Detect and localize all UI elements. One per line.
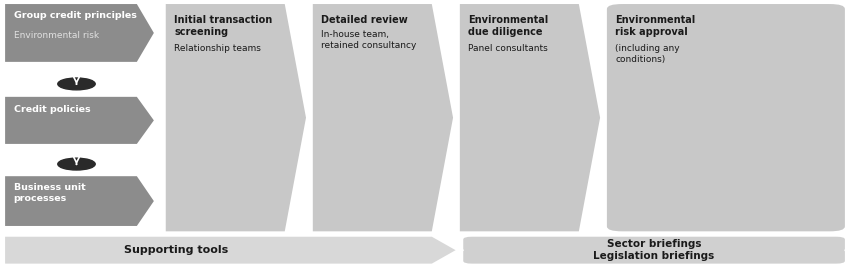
Text: Relationship teams: Relationship teams [174,44,261,53]
Polygon shape [460,4,600,231]
Text: In-house team,
retained consultancy: In-house team, retained consultancy [321,30,416,50]
Text: Panel consultants: Panel consultants [468,44,548,53]
Polygon shape [5,237,456,264]
Text: Group credit principles: Group credit principles [14,11,137,20]
Polygon shape [313,4,453,231]
FancyBboxPatch shape [607,4,845,231]
Text: Detailed review: Detailed review [321,15,408,25]
Polygon shape [166,4,306,231]
Text: Environmental
due diligence: Environmental due diligence [468,15,548,37]
Text: (including any
conditions): (including any conditions) [615,44,680,65]
Text: Business unit
processes: Business unit processes [14,183,85,203]
Polygon shape [5,176,154,226]
Circle shape [58,158,95,170]
Polygon shape [5,97,154,144]
FancyBboxPatch shape [463,237,845,252]
Text: Environmental
risk approval: Environmental risk approval [615,15,695,37]
Text: Initial transaction
screening: Initial transaction screening [174,15,273,37]
Text: Supporting tools: Supporting tools [124,245,229,255]
Circle shape [58,78,95,90]
Text: Legislation briefings: Legislation briefings [593,251,715,261]
Text: Sector briefings: Sector briefings [607,239,701,249]
Text: Credit policies: Credit policies [14,105,90,114]
Polygon shape [5,4,154,62]
FancyBboxPatch shape [463,249,845,264]
Text: Environmental risk: Environmental risk [14,31,99,40]
